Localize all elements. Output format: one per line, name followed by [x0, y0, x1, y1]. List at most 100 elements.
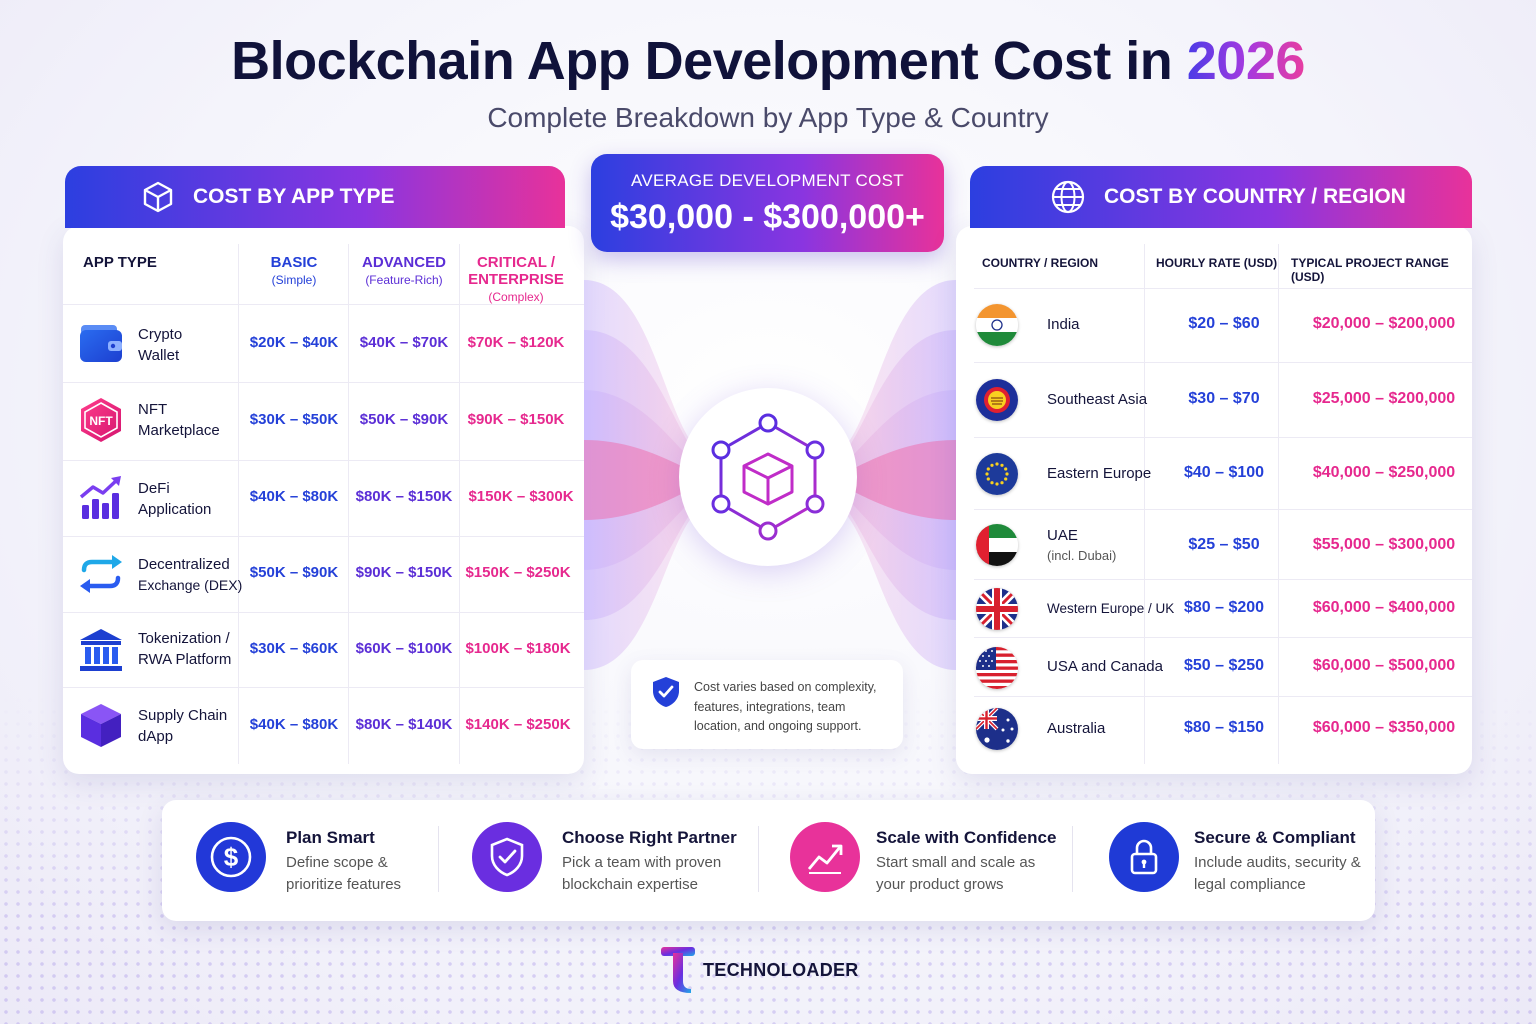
globe-icon — [1051, 180, 1085, 214]
tip-scale: Scale with Confidence Start small and sc… — [790, 800, 1070, 921]
project-range: $55,000 – $300,000 — [1312, 536, 1456, 553]
critical-cost: $150K – $300K — [468, 488, 574, 505]
col-critical: CRITICAL / ENTERPRISE (Complex) — [468, 254, 564, 304]
divider — [459, 244, 460, 764]
tip-title: Secure & Compliant — [1194, 828, 1356, 847]
advanced-cost: $80K – $140K — [355, 716, 453, 733]
table-row: Decentralized Exchange (DEX) $50K – $90K … — [63, 537, 584, 613]
hourly-rate: $40 – $100 — [1183, 464, 1265, 481]
project-range: $40,000 – $250,000 — [1312, 464, 1456, 481]
bank-icon — [80, 629, 122, 671]
app-name: NFT Marketplace — [138, 401, 220, 439]
growth-chart-icon — [790, 822, 860, 892]
blockchain-network-icon — [711, 413, 825, 541]
tip-text: Define scope & prioritize features — [286, 854, 402, 893]
col-basic: BASIC (Simple) — [270, 254, 318, 287]
advanced-cost: $90K – $150K — [355, 564, 453, 581]
app-name: Supply Chain dApp — [138, 707, 228, 745]
usa-flag-icon — [976, 647, 1018, 689]
divider — [348, 244, 349, 764]
country-panel-header: COST BY COUNTRY / REGION — [970, 166, 1472, 228]
basic-cost: $30K – $50K — [249, 411, 339, 428]
country-name: Western Europe / UK — [1047, 601, 1175, 616]
svg-text:$: $ — [224, 842, 239, 872]
exchange-arrows-icon — [80, 555, 122, 593]
app-name: Decentralized Exchange (DEX) — [138, 556, 243, 593]
tip-text: Include audits, security & legal complia… — [1194, 854, 1361, 893]
divider — [758, 826, 759, 892]
table-row: USA and Canada $50 – $250 $60,000 – $500… — [974, 638, 1472, 697]
table-row: Australia $80 – $150 $60,000 – $350,000 — [974, 697, 1472, 767]
table-row: UAE (incl. Dubai) $25 – $50 $55,000 – $30… — [974, 510, 1472, 580]
uk-flag-icon — [976, 588, 1018, 630]
hourly-rate: $30 – $70 — [1188, 390, 1260, 407]
tip-text: Pick a team with proven blockchain exper… — [562, 854, 722, 893]
average-cost-value: $30,000 - $300,000+ — [610, 198, 925, 236]
app-type-panel: APP TYPE BASIC (Simple) ADVANCED (Featur… — [63, 226, 584, 774]
basic-cost: $30K – $60K — [249, 640, 339, 657]
hourly-rate: $80 – $200 — [1183, 599, 1265, 616]
country-name: Australia — [1047, 720, 1106, 737]
divider — [1278, 244, 1279, 764]
divider — [438, 826, 439, 892]
project-range: $60,000 – $500,000 — [1312, 657, 1456, 674]
tip-title: Scale with Confidence — [876, 828, 1057, 847]
critical-cost: $100K – $180K — [465, 640, 571, 657]
tip-title: Plan Smart — [286, 828, 375, 847]
table-row: Crypto Wallet $20K – $40K $40K – $70K $70… — [63, 306, 584, 383]
basic-cost: $20K – $40K — [249, 334, 339, 351]
table-row: Southeast Asia $30 – $70 $25,000 – $200,… — [974, 363, 1472, 438]
col-advanced: ADVANCED (Feature-Rich) — [362, 254, 446, 287]
app-type-panel-header: COST BY APP TYPE — [65, 166, 565, 228]
basic-cost: $40K – $80K — [249, 716, 339, 733]
title-year: 2026 — [1186, 31, 1306, 91]
technoloader-logo-icon — [661, 947, 695, 993]
page-subtitle: Complete Breakdown by App Type & Country — [487, 102, 1049, 133]
nft-icon: NFT — [81, 398, 121, 442]
project-range: $25,000 – $200,000 — [1312, 390, 1456, 407]
country-name: Southeast Asia — [1047, 391, 1148, 408]
hourly-rate: $20 – $60 — [1188, 315, 1260, 332]
asean-flag-icon — [976, 379, 1018, 421]
brand-logo: TECHNOLOADER — [659, 945, 859, 995]
tip-choose-partner: Choose Right Partner Pick a team with pr… — [472, 800, 752, 921]
shield-check-icon — [653, 677, 679, 707]
dollar-icon: $ — [196, 822, 266, 892]
cube-icon — [81, 704, 121, 747]
india-flag-icon — [976, 304, 1018, 346]
table-row: Eastern Europe $40 – $100 $40,000 – $250… — [974, 438, 1472, 510]
country-panel: COUNTRY / REGION HOURLY RATE (USD) TYPIC… — [956, 226, 1472, 774]
col-app-type: APP TYPE — [83, 254, 157, 271]
app-name: Crypto Wallet — [138, 326, 183, 364]
table-row: DeFi Application $40K – $80K $80K – $150K… — [63, 461, 584, 537]
project-range: $60,000 – $400,000 — [1312, 599, 1456, 616]
lock-icon — [1109, 822, 1179, 892]
title-main: Blockchain App Development Cost in — [231, 31, 1187, 91]
panel-title: COST BY APP TYPE — [193, 185, 395, 208]
tip-plan-smart: $ Plan Smart Define scope & prioritize f… — [196, 800, 436, 921]
connection-flows — [584, 280, 956, 670]
project-range: $20,000 – $200,000 — [1312, 315, 1456, 332]
blockchain-hub — [679, 388, 857, 566]
table-row: Supply Chain dApp $40K – $80K $80K – $140… — [63, 688, 584, 766]
critical-cost: $150K – $250K — [465, 564, 571, 581]
page-title: Blockchain App Development Cost in 2026 — [0, 30, 1536, 92]
note-text: Cost varies based on complexity, feature… — [694, 680, 877, 733]
growth-chart-icon — [79, 476, 121, 519]
tip-text: Start small and scale as your product gr… — [876, 854, 1036, 893]
cube-outline-icon — [143, 181, 173, 213]
col-country: COUNTRY / REGION — [982, 256, 1099, 270]
app-name: Tokenization / RWA Platform — [138, 630, 232, 668]
table-row: India $20 – $60 $20,000 – $200,000 — [974, 289, 1472, 363]
panel-title: COST BY COUNTRY / REGION — [1104, 185, 1406, 208]
hourly-rate: $50 – $250 — [1183, 657, 1265, 674]
table-row: NFT NFT Marketplace $30K – $50K $50K – $9… — [63, 383, 584, 461]
tip-title: Choose Right Partner — [562, 828, 737, 847]
cost-note: Cost varies based on complexity, feature… — [631, 660, 903, 749]
table-row: Western Europe / UK $80 – $200 $60,000 –… — [974, 580, 1472, 638]
critical-cost: $70K – $120K — [467, 334, 565, 351]
divider — [1144, 244, 1145, 764]
uae-flag-icon — [976, 524, 1018, 566]
tip-secure: Secure & Compliant Include audits, secur… — [1109, 800, 1369, 921]
advanced-cost: $60K – $100K — [355, 640, 453, 657]
